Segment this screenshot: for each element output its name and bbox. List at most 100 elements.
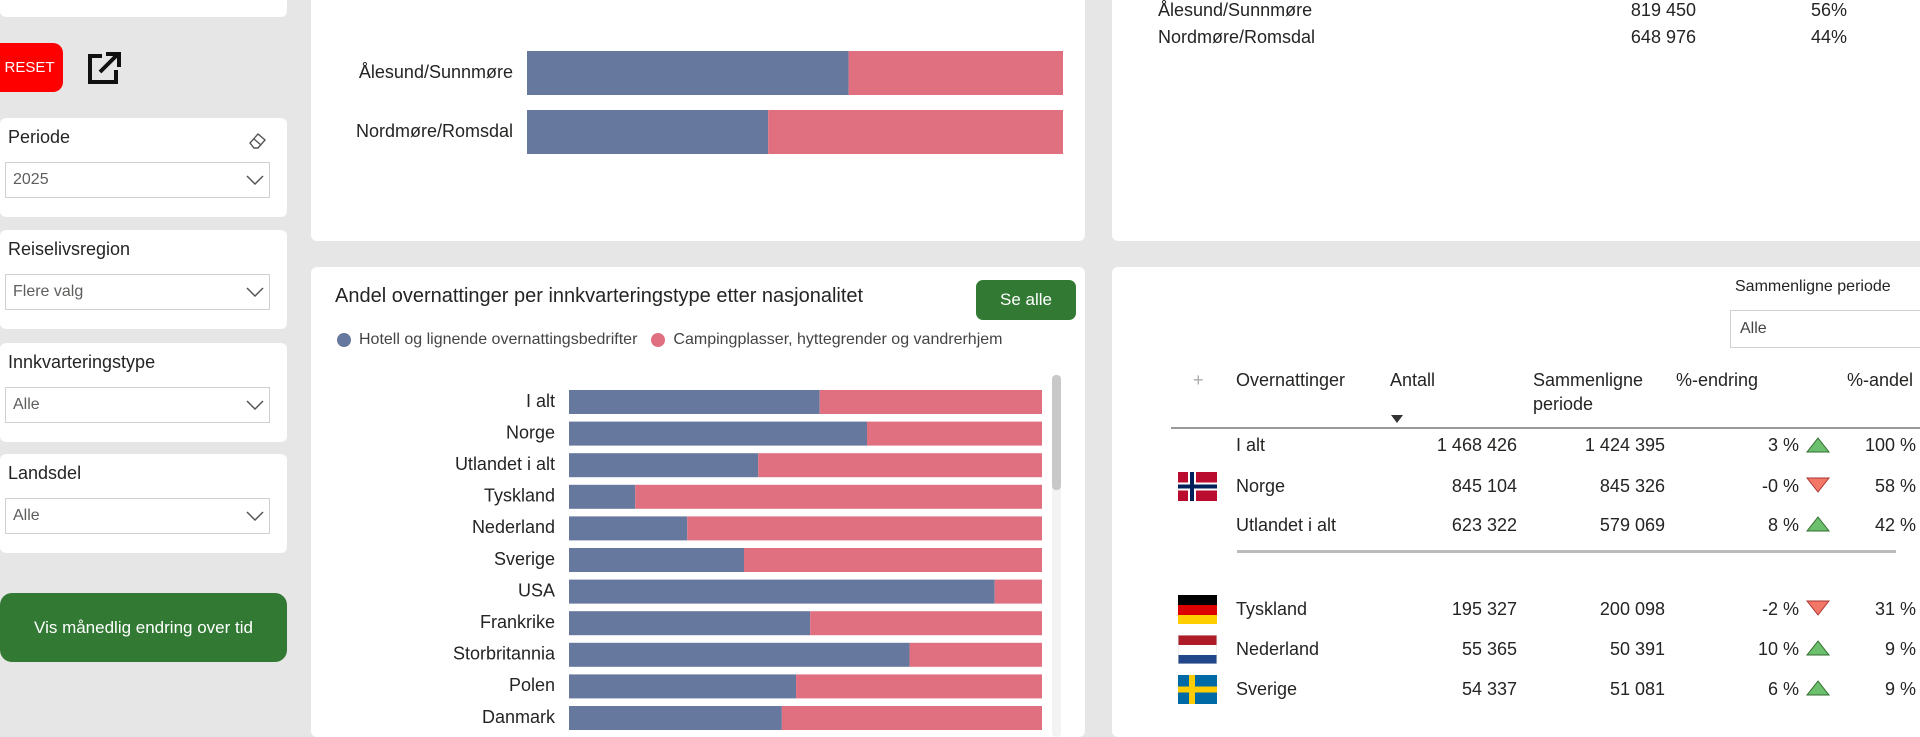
bar-segment	[796, 674, 1042, 699]
table-cell: 579 069	[1599, 515, 1665, 535]
bar-segment	[569, 453, 759, 478]
filter-label: Reiselivsregion	[8, 239, 131, 259]
bar-segment	[569, 516, 688, 541]
chevron	[246, 175, 264, 185]
column-header: %-endring	[1676, 370, 1759, 390]
table-cell: 195 327	[1451, 599, 1517, 619]
table-cell: 845 326	[1599, 476, 1665, 496]
top-card	[0, 0, 287, 17]
filter-dropdown[interactable]: 2025	[5, 162, 270, 198]
trend-up	[1806, 640, 1830, 656]
category-label: Utlandet i alt	[455, 454, 555, 474]
row-label: Norge	[1236, 476, 1286, 496]
eraser	[249, 133, 266, 149]
trend-down	[1806, 600, 1830, 616]
chart-title: Andel overnattinger per innkvarteringsty…	[335, 285, 864, 307]
bar-segment	[810, 611, 1042, 636]
column-header: Overnattinger	[1236, 370, 1346, 390]
sort-arrow[interactable]	[1390, 414, 1404, 424]
total-separator	[1237, 550, 1896, 553]
legend-dot	[651, 333, 666, 347]
compare-dropdown[interactable]: Alle	[1730, 310, 1920, 348]
table-cell: 42 %	[1874, 515, 1916, 535]
table-cell: 50 391	[1609, 639, 1665, 659]
bar-segment	[569, 390, 820, 414]
bar-segment	[569, 706, 782, 730]
row-label: Utlandet i alt	[1236, 515, 1337, 535]
filter-dropdown[interactable]: Flere valg	[5, 274, 270, 310]
bar-segment	[909, 642, 1042, 667]
see-all-button[interactable]: Se alle	[976, 280, 1076, 320]
table-cell: 845 104	[1451, 476, 1517, 496]
bar-segment	[569, 548, 745, 572]
filter-dropdown[interactable]: Alle	[5, 498, 270, 534]
table-cell: 31 %	[1874, 599, 1916, 619]
export-icon[interactable]	[86, 50, 124, 86]
table-cell: 55 365	[1461, 639, 1517, 659]
table-cell: 6 %	[1767, 679, 1799, 699]
legend-label: Campingplasser, hyttegrender og vandrerh…	[673, 331, 1003, 348]
category-label: Polen	[509, 675, 555, 695]
region-table-card	[1112, 0, 1920, 241]
chevron-path	[246, 287, 264, 297]
region-cell: 819 450	[1630, 0, 1696, 20]
bar-segment	[687, 516, 1042, 541]
legend: Hotell og lignende overnattingsbedrifter…	[337, 331, 1002, 349]
bar-segment	[744, 548, 1042, 572]
category-label: USA	[518, 580, 555, 600]
clear-filter-icon[interactable]	[248, 131, 268, 149]
table-cell: 1 424 395	[1584, 435, 1665, 455]
table-cell: 3 %	[1767, 435, 1799, 455]
bar-segment	[569, 484, 636, 509]
filter-card: Innkvarteringstype Alle	[0, 343, 287, 442]
table-cell: 200 098	[1599, 599, 1665, 619]
monthly-change-button[interactable]: Vis månedlig endring over tid	[0, 593, 287, 662]
table-cell: 9 %	[1884, 639, 1916, 659]
compare-label: Sammenligne periode	[1735, 278, 1891, 295]
category-label: I alt	[526, 391, 555, 411]
bar-segment	[569, 421, 867, 446]
expand-all[interactable]: +	[1193, 370, 1204, 390]
category-label: Tyskland	[484, 486, 555, 506]
category-label: Frankrike	[480, 612, 555, 632]
column-header: %-andel	[1847, 370, 1914, 390]
trend-down	[1806, 477, 1830, 493]
bar-segment	[781, 706, 1042, 730]
category-label: Norge	[506, 422, 555, 442]
bar-segment	[866, 421, 1042, 446]
filter-card: Periode 2025	[0, 118, 287, 217]
category-label: Sverige	[494, 549, 555, 569]
filter-dropdown[interactable]: Alle	[5, 387, 270, 423]
region-cell: 44%	[1810, 27, 1847, 47]
chevron-path	[246, 175, 264, 185]
table-cell: -0 %	[1761, 476, 1799, 496]
region-cell: 648 976	[1630, 27, 1696, 47]
row-label: Tyskland	[1236, 599, 1308, 619]
reset-button[interactable]: RESET	[0, 43, 63, 92]
legend-label: Hotell og lignende overnattingsbedrifter	[359, 331, 638, 348]
flag-germany	[1178, 595, 1217, 624]
bar-segment	[768, 110, 1063, 154]
table-cell: 1 468 426	[1436, 435, 1517, 455]
filter-label: Periode	[8, 127, 71, 147]
bar-segment	[569, 579, 995, 604]
region-cell: Nordmøre/Romsdal	[1158, 27, 1316, 47]
table-cell: 58 %	[1874, 476, 1916, 496]
scrollbar-track	[1052, 375, 1061, 737]
filter-card: Landsdel Alle	[0, 454, 287, 553]
header-line	[1171, 427, 1920, 429]
region-cell: Ålesund/Sunnmøre	[1158, 0, 1313, 20]
bar-segment	[635, 484, 1042, 509]
flag-norway	[1178, 472, 1217, 501]
bar-segment	[527, 51, 849, 95]
chevron	[246, 400, 264, 410]
table-cell: 623 322	[1451, 515, 1517, 535]
bar-segment	[569, 611, 811, 636]
table-cell: 54 337	[1461, 679, 1517, 699]
filter-label: Innkvarteringstype	[8, 352, 156, 372]
scrollbar-thumb[interactable]	[1052, 375, 1061, 490]
bar-segment	[569, 674, 797, 699]
flag-netherlands	[1178, 635, 1217, 664]
chevron	[246, 287, 264, 297]
bar-segment	[848, 51, 1063, 95]
